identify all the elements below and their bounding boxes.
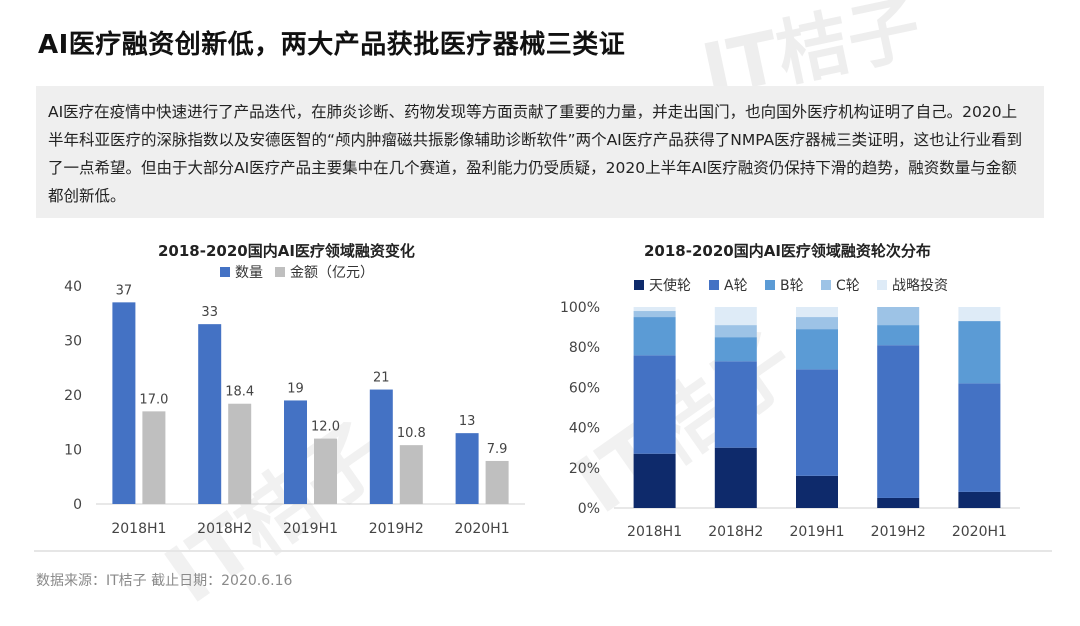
chart1-legend-label-1: 金额（亿元） <box>290 265 374 281</box>
chart2-legend-label-4: 战略投资 <box>892 278 948 294</box>
chart1-data-label-0-0: 37 <box>116 283 133 298</box>
chart1-bar-0-2 <box>284 400 307 504</box>
chart2-segment-3-3 <box>877 307 920 326</box>
chart1-bar-1-0 <box>142 411 166 504</box>
chart2-legend-label-1: A轮 <box>724 278 748 294</box>
chart2-segment-0-2 <box>796 475 838 508</box>
page-title: AI医疗融资创新低，两大产品获批医疗器械三类证 <box>38 30 626 60</box>
chart2-segment-0-1 <box>714 447 757 508</box>
chart2-xtick-0: 2018H1 <box>627 524 682 540</box>
chart2-legend-swatch-2 <box>765 280 775 290</box>
chart2-segment-2-4 <box>958 321 1001 384</box>
chart2-segment-0-0 <box>633 453 676 508</box>
chart2-segment-1-3 <box>877 345 920 498</box>
chart1-xtick-3: 2019H2 <box>369 521 424 537</box>
chart2-xtick-1: 2018H2 <box>708 524 763 540</box>
chart2-xtick-3: 2019H2 <box>871 524 926 540</box>
chart2-ytick-0: 0% <box>578 501 600 517</box>
chart2-segment-2-0 <box>633 317 676 356</box>
chart2-legend-label-0: 天使轮 <box>649 277 691 294</box>
chart2-legend-swatch-1 <box>709 280 719 290</box>
chart2-segment-2-3 <box>877 325 920 346</box>
chart2-round-distribution: 天使轮 A轮 B轮 C轮 战略投资 0% 20% 40% 60% 80% 100% 2018H1 201… <box>560 277 1020 540</box>
chart2-segment-1-4 <box>958 383 1001 492</box>
chart2-legend-label-3: C轮 <box>836 278 860 294</box>
chart2-segment-2-1 <box>714 337 757 362</box>
chart1-legend-swatch-1 <box>275 267 285 277</box>
chart2-segment-4-1 <box>714 307 757 326</box>
chart1-data-label-0-3: 21 <box>373 371 390 386</box>
chart1-bar-1-1 <box>228 403 252 504</box>
chart1-ytick-0: 0 <box>73 497 82 513</box>
chart2-segment-3-0 <box>633 311 676 318</box>
chart1-data-label-0-1: 33 <box>201 305 218 320</box>
chart2-segment-1-0 <box>633 355 676 454</box>
chart1-ytick-3: 30 <box>64 334 82 350</box>
chart1-data-label-0-2: 19 <box>287 381 304 396</box>
chart1-xtick-1: 2018H2 <box>197 521 252 537</box>
chart2-legend-swatch-4 <box>877 280 887 290</box>
data-source: 数据来源：IT桔子 截止日期：2020.6.16 <box>36 573 293 589</box>
chart2-segment-4-0 <box>633 307 676 312</box>
chart2-segment-0-3 <box>877 497 920 508</box>
chart1-ytick-1: 10 <box>64 443 82 459</box>
chart1-bar-1-3 <box>399 445 423 504</box>
chart1-bar-0-4 <box>455 433 479 504</box>
chart1-data-label-0-4: 13 <box>459 414 476 429</box>
chart1-bar-0-0 <box>112 302 136 504</box>
chart1-bar-1-4 <box>485 460 509 504</box>
chart1-legend-swatch-0 <box>220 267 230 277</box>
chart2-segment-3-2 <box>796 317 838 330</box>
summary-box: AI医疗在疫情中快速进行了产品迭代，在肺炎诊断、药物发现等方面贡献了重要的力量，… <box>36 86 1044 218</box>
chart1-data-label-1-3: 10.8 <box>397 426 426 441</box>
chart1-bar-0-3 <box>369 389 393 504</box>
chart1-legend-label-0: 数量 <box>235 265 263 281</box>
chart1-bar-1-2 <box>314 438 337 504</box>
chart1-data-label-1-2: 12.0 <box>311 420 340 435</box>
chart1-title: 2018-2020国内AI医疗领域融资变化 <box>158 242 415 260</box>
chart2-segment-1-1 <box>714 361 757 448</box>
chart1-data-label-1-1: 18.4 <box>225 385 254 400</box>
chart2-legend-swatch-3 <box>821 280 831 290</box>
chart2-segment-2-2 <box>796 329 838 370</box>
summary-text: AI医疗在疫情中快速进行了产品迭代，在肺炎诊断、药物发现等方面贡献了重要的力量，… <box>48 103 1023 205</box>
chart2-xtick-4: 2020H1 <box>952 524 1007 540</box>
chart2-segment-1-2 <box>796 369 838 476</box>
chart1-funding-change: 数量 金额（亿元） 0 10 20 30 40 37 17.0 2018H1 33 18.4 2018H… <box>64 265 525 537</box>
chart2-segment-4-4 <box>958 307 1001 322</box>
chart2-ytick-4: 80% <box>569 340 600 356</box>
footer-divider <box>34 550 1052 552</box>
chart2-segment-4-2 <box>796 307 838 318</box>
chart1-xtick-2: 2019H1 <box>283 521 338 537</box>
chart1-data-label-1-4: 7.9 <box>487 442 508 457</box>
chart1-bar-0-1 <box>198 324 222 504</box>
chart1-ytick-4: 40 <box>64 279 82 295</box>
chart2-xtick-2: 2019H1 <box>789 524 844 540</box>
chart2-legend-swatch-0 <box>634 280 644 290</box>
chart2-ytick-2: 40% <box>569 421 600 437</box>
chart2-segment-0-4 <box>958 491 1001 508</box>
chart2-ytick-1: 20% <box>569 461 600 477</box>
chart1-ytick-2: 20 <box>64 388 82 404</box>
chart1-xtick-0: 2018H1 <box>111 521 166 537</box>
chart2-ytick-5: 100% <box>560 300 600 316</box>
chart2-title: 2018-2020国内AI医疗领域融资轮次分布 <box>644 242 931 260</box>
chart2-ytick-3: 60% <box>569 380 600 396</box>
chart1-data-label-1-0: 17.0 <box>139 392 168 407</box>
chart1-xtick-4: 2020H1 <box>455 521 510 537</box>
chart2-legend-label-2: B轮 <box>780 278 804 294</box>
chart2-segment-3-1 <box>714 325 757 338</box>
